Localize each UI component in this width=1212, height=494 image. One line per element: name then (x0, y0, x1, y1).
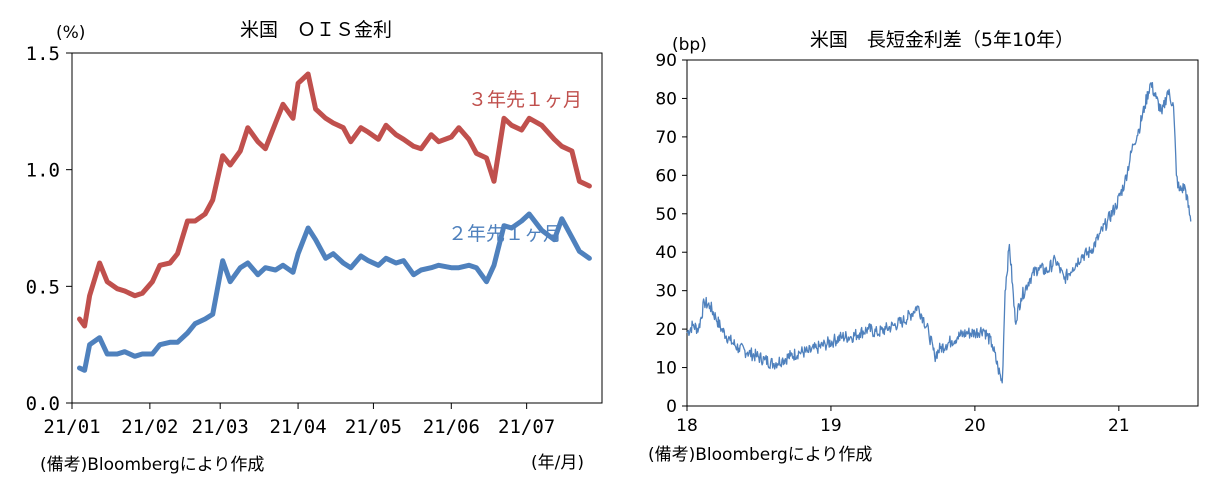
ois-x-axis: 21/01 21/02 21/03 21/04 21/05 21/06 21/07 (43, 403, 555, 438)
spread-y-tick-label: 80 (655, 89, 677, 109)
spread-chart: 米国 長短金利差（5年10年） (bp) 0 10 20 30 40 50 60 70 80 90… (648, 29, 1199, 465)
spread-series-line (686, 82, 1192, 384)
ois-chart-title: 米国 ＯＩＳ金利 (240, 19, 392, 41)
ois-series-label-3y: ３年先１ヶ月 (468, 89, 582, 111)
spread-plot-frame (686, 59, 1199, 407)
ois-x-tick-label: 21/03 (192, 416, 249, 438)
spread-x-tick-label: 18 (676, 416, 698, 436)
spread-source-note: (備考)Bloombergにより作成 (648, 445, 872, 465)
ois-chart: 米国 ＯＩＳ金利 (%) 0.00.51.01.5 21/01 21/02 21/0… (26, 19, 603, 475)
ois-x-tick-label: 21/04 (269, 416, 326, 438)
spread-x-tick-label: 19 (820, 416, 842, 436)
ois-y-tick-label: 1.5 (26, 43, 60, 65)
ois-plot-frame (71, 52, 603, 404)
spread-x-tick-label: 20 (964, 416, 986, 436)
ois-x-tick-label: 21/02 (121, 416, 178, 438)
spread-y-tick-label: 90 (655, 51, 677, 71)
spread-chart-title: 米国 長短金利差（5年10年） (810, 29, 1074, 51)
ois-series-line-3y (77, 71, 592, 329)
spread-y-tick-label: 10 (655, 359, 677, 379)
spread-y-tick-label: 20 (655, 320, 677, 340)
ois-x-unit: (年/月) (531, 453, 584, 473)
spread-y-tick-label: 0 (666, 397, 677, 417)
ois-x-tick-label: 21/06 (423, 416, 480, 438)
spread-y-unit: (bp) (672, 35, 707, 55)
spread-y-tick-label: 70 (655, 128, 677, 148)
ois-series-line-2y (77, 211, 592, 373)
spread-y-axis: 0 10 20 30 40 50 60 70 80 90 (655, 51, 687, 417)
ois-series-group (77, 71, 592, 373)
ois-x-tick-label: 21/01 (43, 416, 100, 438)
ois-y-tick-label: 0.5 (26, 276, 60, 298)
spread-y-tick-label: 60 (655, 166, 677, 186)
ois-x-tick-label: 21/05 (345, 416, 402, 438)
ois-x-tick-label: 21/07 (498, 416, 555, 438)
spread-series-group (686, 82, 1192, 384)
spread-y-tick-label: 30 (655, 282, 677, 302)
ois-y-tick-label: 0.0 (26, 393, 60, 415)
ois-y-axis: 0.0 0.5 1.0 1.5 (26, 43, 72, 415)
spread-x-axis: 18 19 20 21 (676, 406, 1130, 436)
spread-y-tick-label: 50 (655, 205, 677, 225)
ois-y-unit: (%) (56, 23, 85, 43)
spread-y-tick-label: 40 (655, 243, 677, 263)
ois-series-label-2y: ２年先１ヶ月 (448, 223, 562, 245)
ois-y-tick-label: 1.0 (26, 160, 60, 182)
ois-source-note: (備考)Bloombergにより作成 (40, 455, 264, 475)
spread-x-tick-label: 21 (1108, 416, 1130, 436)
